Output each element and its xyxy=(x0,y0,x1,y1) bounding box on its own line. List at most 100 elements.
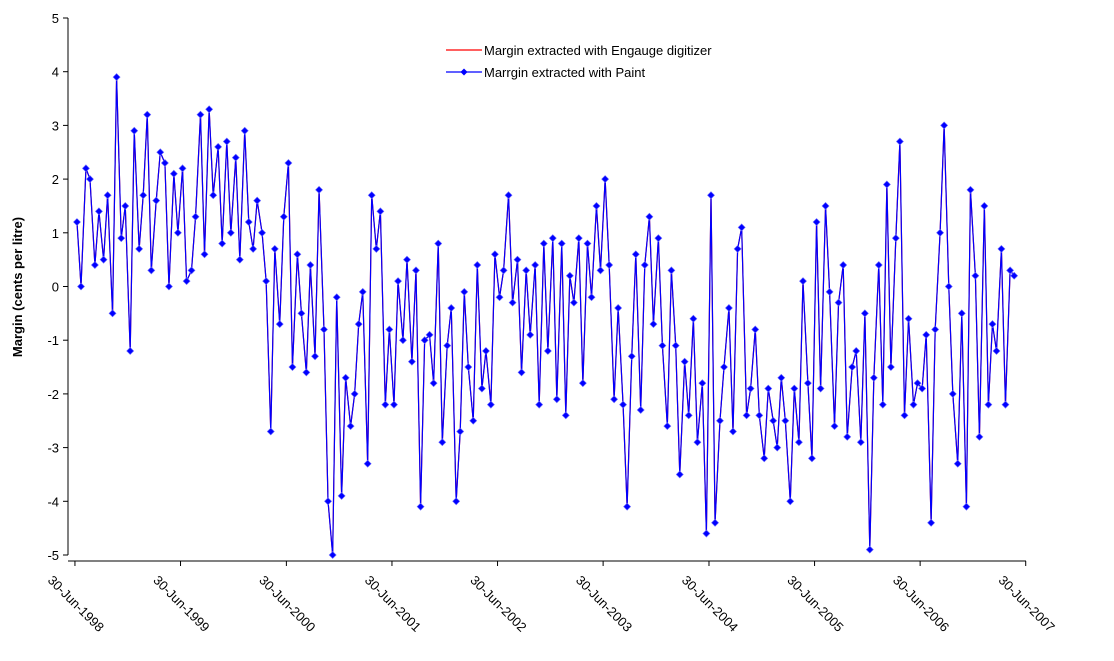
data-point xyxy=(73,218,81,226)
data-point xyxy=(548,234,557,243)
data-point xyxy=(631,250,640,259)
data-point xyxy=(848,363,857,371)
data-point xyxy=(698,379,707,388)
data-point xyxy=(742,411,751,420)
data-point xyxy=(971,271,980,280)
data-point xyxy=(927,518,936,527)
data-point xyxy=(332,293,341,302)
y-tick-label: 3 xyxy=(52,118,59,133)
data-point xyxy=(623,502,632,511)
data-point xyxy=(684,411,693,420)
data-point xyxy=(936,228,945,237)
data-point xyxy=(86,175,94,184)
data-point xyxy=(940,121,949,130)
data-point xyxy=(258,228,267,237)
data-point xyxy=(126,347,135,355)
data-point xyxy=(834,298,843,307)
data-point xyxy=(407,357,416,366)
x-tick-label: 30-Jun-2000 xyxy=(256,573,318,635)
data-point xyxy=(491,250,499,259)
data-point xyxy=(214,142,223,151)
data-point xyxy=(517,368,526,377)
data-point xyxy=(381,400,390,409)
data-point xyxy=(499,266,508,275)
x-tick-label: 30-Jun-2004 xyxy=(679,573,741,635)
data-point xyxy=(324,497,332,506)
data-point xyxy=(988,320,997,329)
data-point xyxy=(869,373,878,382)
y-tick-label: -5 xyxy=(47,548,59,563)
y-tick-label: -1 xyxy=(47,333,59,348)
data-point xyxy=(315,185,323,194)
data-point xyxy=(293,250,302,259)
data-point xyxy=(460,287,469,296)
data-point xyxy=(997,244,1006,253)
data-point xyxy=(473,261,482,269)
data-point xyxy=(569,298,578,307)
data-point xyxy=(350,389,359,398)
data-point xyxy=(948,389,957,398)
data-point xyxy=(596,266,605,275)
data-point xyxy=(812,218,821,226)
data-point xyxy=(561,411,570,420)
data-point xyxy=(671,341,680,350)
data-point xyxy=(108,309,117,318)
data-point xyxy=(777,373,786,382)
data-point xyxy=(909,400,918,409)
data-point xyxy=(425,330,434,339)
data-point xyxy=(358,287,367,296)
data-point xyxy=(746,384,755,393)
data-point xyxy=(725,304,733,312)
data-point xyxy=(830,422,839,431)
data-point xyxy=(716,416,724,425)
data-point xyxy=(874,261,883,269)
data-point xyxy=(663,422,672,431)
data-point xyxy=(808,454,816,463)
data-point xyxy=(729,427,737,436)
data-point xyxy=(165,282,173,291)
data-point xyxy=(412,266,420,275)
data-point xyxy=(284,159,293,167)
data-point xyxy=(438,438,447,447)
data-point xyxy=(279,212,288,221)
data-point xyxy=(394,277,402,286)
y-tick-label: -4 xyxy=(47,494,59,509)
data-point xyxy=(816,384,825,393)
data-point xyxy=(539,239,548,248)
data-point xyxy=(931,325,940,334)
data-point xyxy=(469,416,478,425)
data-point xyxy=(135,244,144,253)
data-point xyxy=(1006,266,1015,275)
data-point xyxy=(363,459,372,468)
data-point xyxy=(720,363,728,371)
data-point xyxy=(882,180,891,189)
data-point xyxy=(803,379,812,388)
data-point xyxy=(244,218,253,226)
data-point xyxy=(689,314,698,323)
data-point xyxy=(574,234,583,243)
data-point xyxy=(649,320,658,329)
data-point xyxy=(262,277,271,286)
data-point xyxy=(583,239,592,248)
data-point xyxy=(385,325,394,334)
data-point xyxy=(169,169,178,178)
data-point xyxy=(452,497,461,506)
data-point xyxy=(891,234,900,243)
data-point xyxy=(865,545,874,554)
data-point xyxy=(443,341,452,350)
data-point xyxy=(764,384,773,393)
data-point xyxy=(77,282,85,291)
y-tick-label: 5 xyxy=(52,11,59,26)
data-point xyxy=(121,202,130,210)
data-point xyxy=(354,320,363,329)
data-point xyxy=(645,212,654,221)
data-point xyxy=(191,212,200,221)
data-point xyxy=(839,261,848,269)
data-point xyxy=(878,400,887,409)
data-point xyxy=(693,438,702,447)
data-point xyxy=(372,244,381,253)
data-point xyxy=(900,411,909,420)
data-point xyxy=(231,153,240,162)
legend-marker xyxy=(460,68,468,76)
y-tick-label: 0 xyxy=(52,280,59,295)
